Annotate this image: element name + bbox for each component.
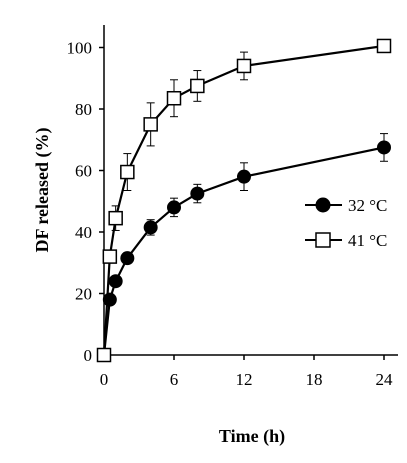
x-tick-label: 6 [170,370,179,389]
data-point [236,58,252,74]
data-point [102,249,118,264]
data-point [143,117,158,132]
data-point [376,38,392,54]
x-tick-label: 0 [100,370,109,389]
data-point [108,274,123,289]
legend-item-32: 32 °C [305,196,387,215]
legend-item-41: 41 °C [305,231,387,250]
data-point [377,140,391,155]
x-axis-title: Time (h) [219,426,285,447]
series-1 [97,133,391,362]
data-point [237,169,251,184]
axes [103,25,398,356]
series-2 [96,38,392,363]
tick-marks [99,46,385,360]
y-axis-title: DF released (%) [32,128,53,253]
data-point [120,164,135,180]
x-tick-label: 18 [306,370,323,389]
y-tick-label: 20 [75,285,92,304]
legend-marker-41 [315,232,331,248]
y-tick-label: 100 [67,39,93,58]
legend-label-41: 41 °C [348,231,387,250]
data-point [120,251,135,266]
y-tick-label: 80 [75,100,92,119]
legend-label-32: 32 °C [348,196,387,215]
tick-labels: 0 20 40 60 80 100 0 6 12 18 24 [67,39,394,390]
x-tick-label: 24 [376,370,394,389]
data-point [96,347,112,363]
data-point [102,292,117,307]
y-tick-label: 0 [84,346,93,365]
data-point [190,78,205,94]
data-point [167,200,181,215]
data-point [108,210,123,226]
y-tick-label: 60 [75,162,92,181]
data-point [190,186,205,201]
data-point [143,220,158,235]
legend: 32 °C 41 °C [305,196,387,250]
y-tick-label: 40 [75,223,92,242]
data-point [166,90,182,106]
series [96,38,392,363]
x-tick-label: 12 [236,370,253,389]
legend-marker-32 [315,197,331,213]
series-line [102,44,385,356]
